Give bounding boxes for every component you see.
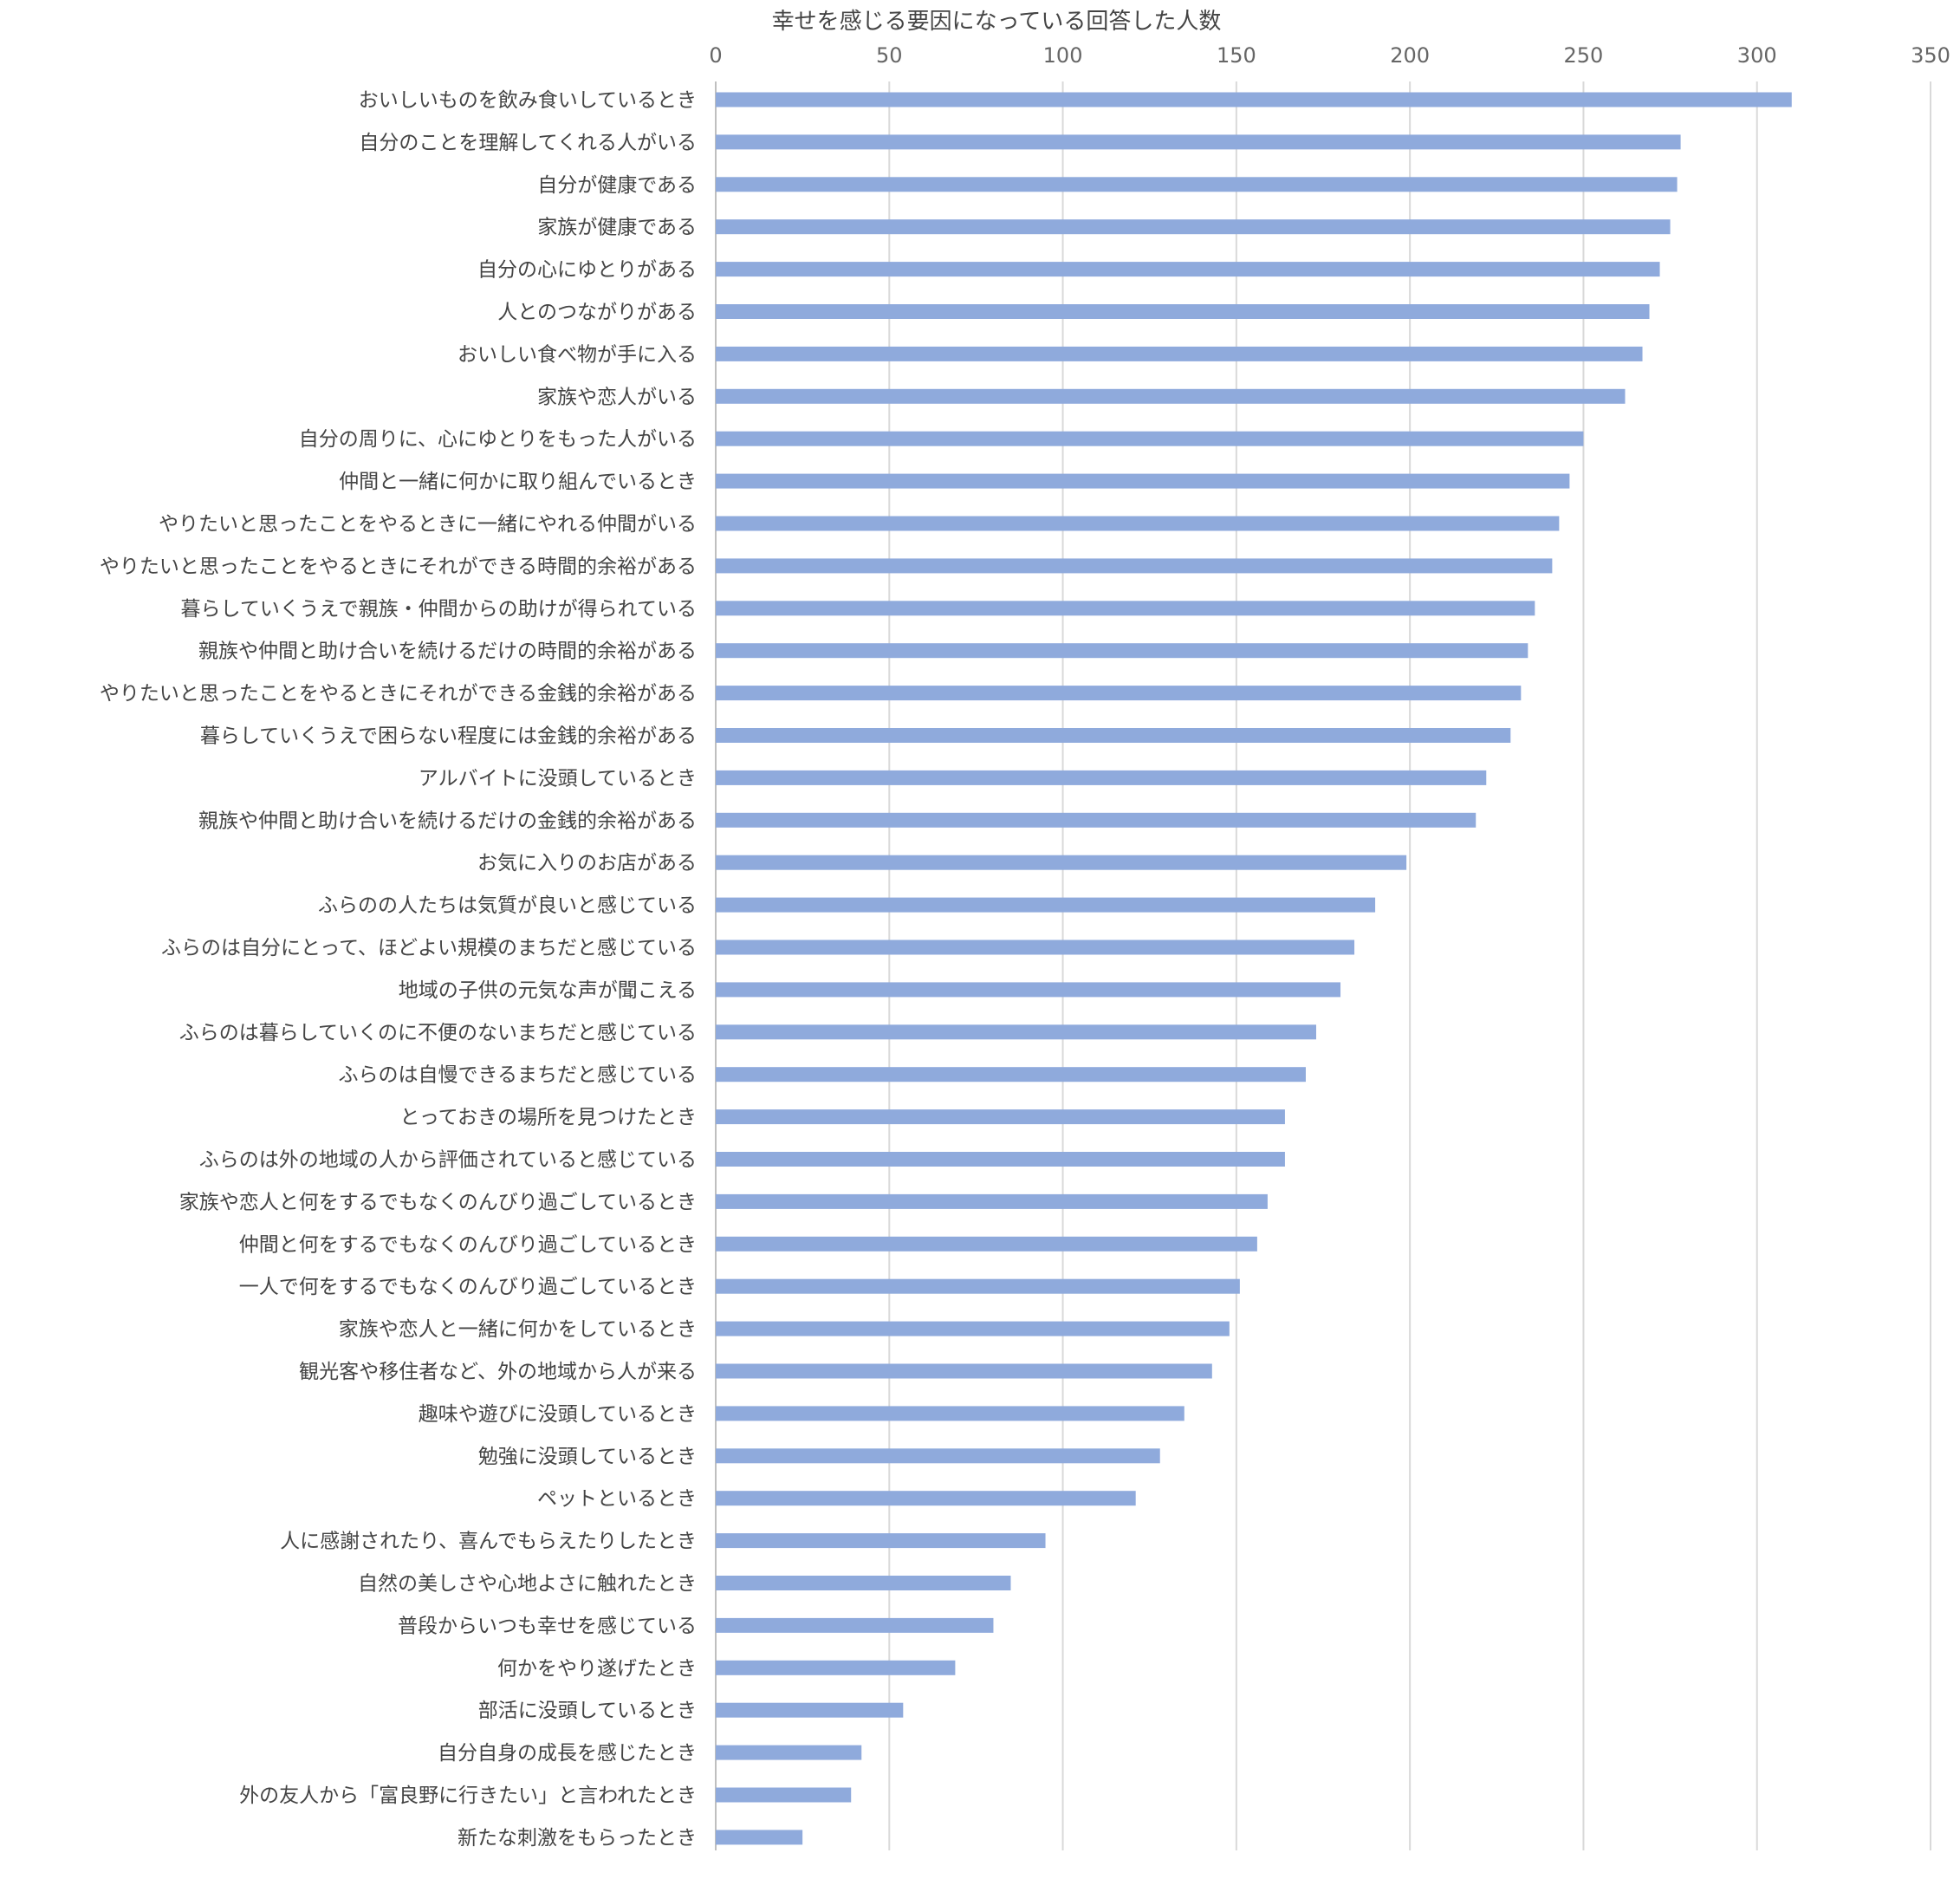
bar: [716, 1491, 1136, 1506]
bar: [716, 1745, 862, 1760]
bar: [716, 1576, 1011, 1590]
x-tick-label: 50: [876, 43, 903, 68]
category-label: 地域の子供の元気な声が聞こえる: [399, 979, 697, 1002]
category-label: 自分のことを理解してくれる人がいる: [359, 132, 697, 154]
x-tick-label: 0: [709, 43, 722, 68]
bar: [716, 1321, 1230, 1336]
x-tick-label: 300: [1737, 43, 1777, 68]
bar: [716, 1830, 803, 1845]
category-label: 暮らしていくうえで困らない程度には金銭的余裕がある: [200, 725, 697, 748]
bar: [716, 1067, 1306, 1083]
bar: [716, 346, 1643, 361]
category-label: 自分自身の成長を感じたとき: [438, 1742, 697, 1765]
bar: [716, 1109, 1285, 1125]
category-label: 普段からいつも幸せを感じている: [398, 1615, 697, 1637]
category-label: やりたいと思ったことをやるときにそれができる金銭的余裕がある: [100, 683, 697, 705]
chart-title: 幸せを感じる要因になっている回答した人数: [771, 9, 1222, 35]
category-label: 外の友人から「富良野に行きたい」と言われたとき: [239, 1785, 697, 1807]
category-label: ふらのは自分にとって、ほどよい規模のまちだと感じている: [161, 937, 697, 959]
bar: [716, 982, 1341, 998]
category-label: やりたいと思ったことをやるときに一緒にやれる仲間がいる: [159, 513, 697, 536]
bar: [716, 1152, 1285, 1167]
x-tick-label: 200: [1390, 43, 1430, 68]
category-label: おいしいものを飲み食いしているとき: [359, 89, 697, 112]
category-label: 自分の周りに、心にゆとりをもった人がいる: [299, 428, 697, 451]
bar: [716, 1193, 1268, 1209]
category-label: 趣味や遊びに没頭しているとき: [419, 1403, 697, 1426]
category-label: 観光客や移住者など、外の地域から人が来る: [299, 1361, 697, 1383]
category-label: 仲間と一緒に何かに取り組んでいるとき: [339, 471, 697, 493]
bar: [716, 1533, 1046, 1549]
category-label: 暮らしていくうえで親族・仲間からの助けが得られている: [181, 598, 697, 621]
bar: [716, 219, 1671, 235]
category-label: ペットといるとき: [537, 1488, 697, 1511]
category-label: 人とのつながりがある: [497, 302, 697, 324]
bar: [716, 473, 1570, 489]
category-label: やりたいと思ったことをやるときにそれができる時間的余裕がある: [100, 556, 697, 578]
bar: [716, 431, 1584, 446]
bar: [716, 1660, 956, 1675]
category-label: 家族や恋人と一緒に何かをしているとき: [339, 1318, 697, 1341]
category-label: 新たな刺激をもらったとき: [458, 1827, 697, 1850]
bar: [716, 855, 1407, 870]
bar: [716, 1406, 1184, 1421]
category-label: お気に入りのお店がある: [477, 852, 697, 874]
category-label: 家族が健康である: [537, 217, 697, 239]
category-label: 親族や仲間と助け合いを続けるだけの金銭的余裕がある: [198, 809, 697, 832]
category-label: おいしい食べ物が手に入る: [458, 343, 697, 366]
x-tick-label: 350: [1911, 43, 1950, 68]
bar: [716, 897, 1376, 913]
bar: [716, 262, 1660, 277]
x-tick-label: 100: [1043, 43, 1083, 68]
bar: [716, 770, 1487, 785]
bar: [716, 304, 1650, 319]
bar: [716, 1702, 904, 1718]
category-label: ふらのは暮らしていくのに不便のないまちだと感じている: [179, 1022, 697, 1044]
bar: [716, 686, 1522, 701]
bar: [716, 558, 1553, 574]
bar: [716, 1278, 1240, 1294]
category-label: 人に感謝されたり、喜んでもらえたりしたとき: [280, 1531, 697, 1553]
category-label: とっておきの場所を見つけたとき: [400, 1107, 697, 1129]
category-label: 親族や仲間と助け合いを続けるだけの時間的余裕がある: [198, 640, 697, 663]
category-label: 家族や恋人がいる: [537, 386, 697, 408]
bar: [716, 643, 1528, 659]
bar: [716, 728, 1511, 743]
category-label: ふらのの人たちは気質が良いと感じている: [318, 894, 697, 917]
bar: [716, 601, 1535, 616]
bar: [716, 1617, 994, 1633]
bar: [716, 1787, 852, 1803]
category-label: ふらのは外の地域の人から評価されていると感じている: [199, 1149, 697, 1172]
x-tick-label: 250: [1564, 43, 1604, 68]
category-label: 何かをやり遂げたとき: [497, 1657, 697, 1680]
category-label: アルバイトに没頭しているとき: [419, 767, 697, 790]
category-label: 一人で何をするでもなくのんびり過ごしているとき: [239, 1276, 697, 1298]
category-label: 部活に没頭しているとき: [478, 1700, 697, 1722]
bar: [716, 92, 1792, 107]
bar: [716, 1236, 1257, 1252]
bar: [716, 388, 1626, 404]
bar: [716, 516, 1560, 531]
category-label: 自分の心にゆとりがある: [477, 259, 697, 282]
bar: [716, 1363, 1212, 1379]
bar: [716, 939, 1355, 955]
bar: [716, 812, 1476, 828]
category-label: 自然の美しさや心地よさに触れたとき: [358, 1573, 697, 1596]
bar: [716, 1448, 1160, 1464]
category-label: ふらのは自慢できるまちだと感じている: [338, 1064, 697, 1087]
bar: [716, 177, 1678, 192]
category-label: 家族や恋人と何をするでもなくのんびり過ごしているとき: [179, 1191, 697, 1213]
x-tick-label: 150: [1217, 43, 1256, 68]
category-label: 自分が健康である: [537, 174, 697, 197]
category-label: 仲間と何をするでもなくのんびり過ごしているとき: [239, 1233, 697, 1256]
bar: [716, 134, 1681, 150]
bar: [716, 1024, 1316, 1040]
category-label: 勉強に没頭しているとき: [478, 1446, 697, 1468]
